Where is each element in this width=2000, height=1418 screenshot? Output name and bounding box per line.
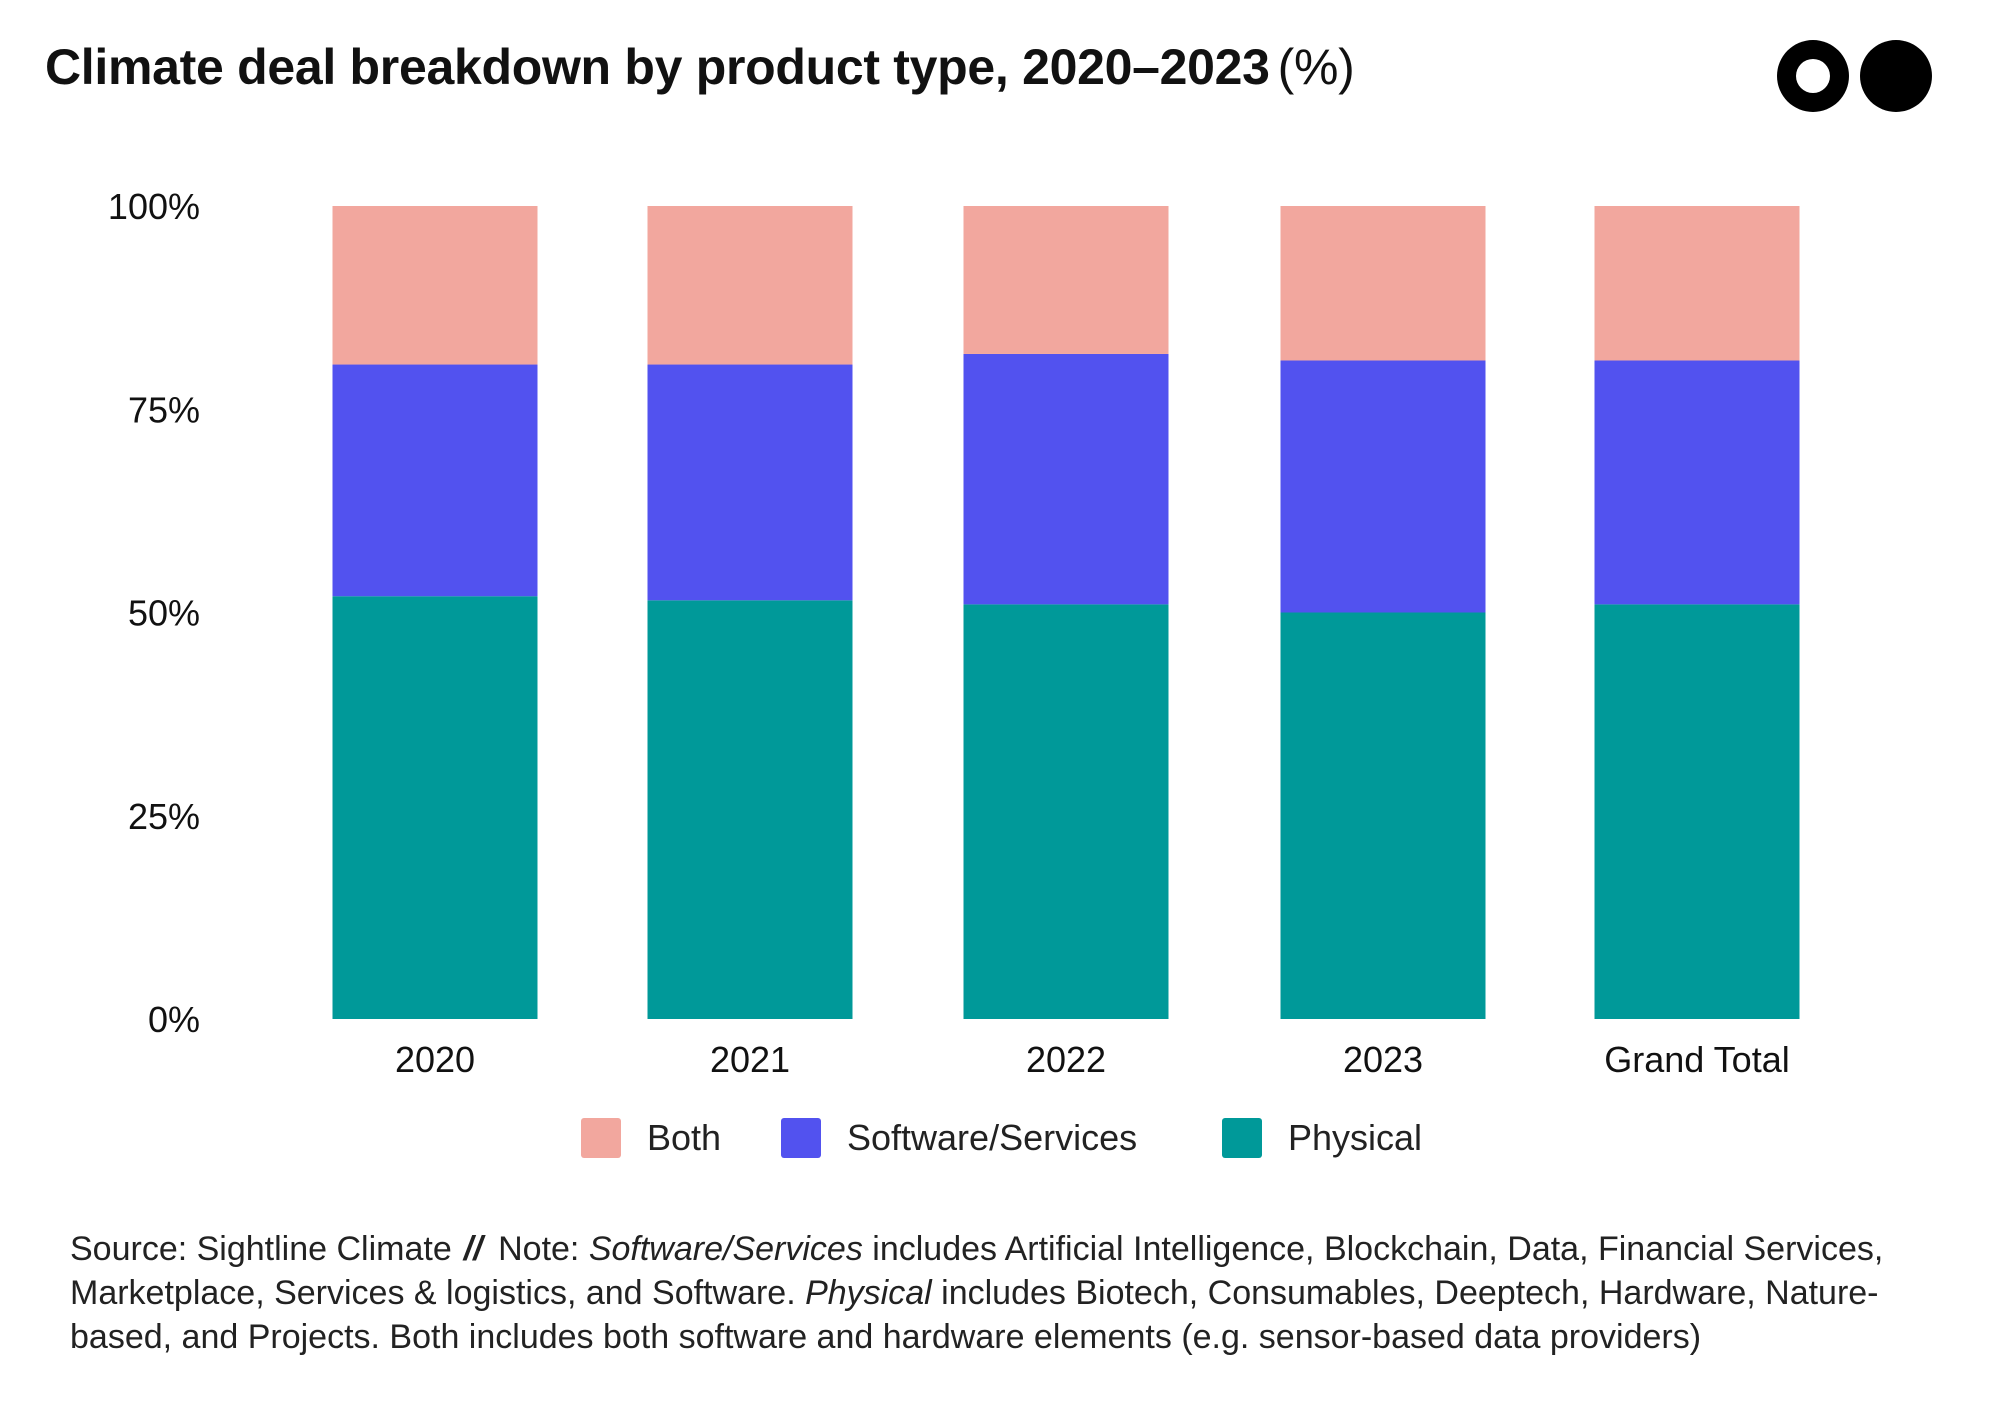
bar-physical-2023	[1280, 612, 1486, 1019]
legend-label-both: Both	[647, 1117, 721, 1158]
legend-swatch-both	[581, 1118, 621, 1158]
bar-stack-2022	[963, 206, 1169, 1019]
bar-both-2021	[647, 206, 853, 365]
legend-swatch-physical	[1222, 1118, 1262, 1158]
x-tick-label-2021: 2021	[710, 1039, 790, 1080]
legend: Both Software/Services Physical	[581, 1117, 1422, 1158]
source-text: Source: Sightline Climate	[70, 1230, 452, 1268]
logo-ring-hole	[1796, 59, 1830, 93]
note-label: Note:	[498, 1230, 580, 1268]
bar-software-services-2021	[647, 364, 853, 601]
bar-stack-grand-total	[1594, 206, 1800, 1019]
stacked-bar-chart: 0% 25% 50% 75% 100% 2020 2021 2022 2023 Grand To…	[108, 186, 1800, 1158]
bar-software-services-2022	[963, 353, 1169, 605]
y-axis: 0% 25% 50% 75% 100%	[108, 186, 200, 1040]
chart-title: Climate deal breakdown by product type, …	[45, 38, 1355, 96]
legend-item-both: Both	[581, 1117, 721, 1158]
bar-physical-2020	[332, 596, 538, 1019]
y-tick-label-100: 100%	[108, 186, 200, 227]
note-text-physical: includes Biotech, Consumables, Deeptech,…	[70, 1274, 1879, 1356]
legend-label-physical: Physical	[1288, 1117, 1422, 1158]
bar-physical-2021	[647, 600, 853, 1019]
logo-dot-icon	[1860, 40, 1932, 112]
bar-physical-grand-total	[1594, 604, 1800, 1019]
x-tick-label-2022: 2022	[1026, 1039, 1106, 1080]
x-tick-label-2023: 2023	[1343, 1039, 1423, 1080]
chart-title-unit: (%)	[1277, 39, 1355, 95]
bar-both-2022	[963, 206, 1169, 354]
x-tick-label-2020: 2020	[395, 1039, 475, 1080]
legend-item-software-services: Software/Services	[781, 1117, 1137, 1158]
bar-software-services-grand-total	[1594, 360, 1800, 605]
bar-stack-2023	[1280, 206, 1486, 1019]
legend-item-physical: Physical	[1222, 1117, 1422, 1158]
note-term-physical: Physical	[805, 1274, 932, 1312]
source-separator: //	[463, 1230, 483, 1268]
bar-software-services-2020	[332, 364, 538, 597]
bar-physical-2022	[963, 604, 1169, 1019]
bar-both-2020	[332, 206, 538, 365]
x-axis: 2020 2021 2022 2023 Grand Total	[395, 1039, 1790, 1080]
y-tick-label-50: 50%	[128, 593, 200, 634]
note-term-software: Software/Services	[588, 1230, 863, 1268]
bar-software-services-2023	[1280, 360, 1486, 613]
source-note: Source: Sightline Climate // Note: Softwa…	[70, 1227, 1960, 1359]
bar-both-2023	[1280, 206, 1486, 361]
y-tick-label-75: 75%	[128, 389, 200, 430]
legend-label-software-services: Software/Services	[847, 1117, 1137, 1158]
chart-title-text: Climate deal breakdown by product type, …	[45, 39, 1270, 95]
bar-stack-2020	[332, 206, 538, 1019]
note-text-software: includes Artificial Intelligence, Blockc…	[70, 1230, 1884, 1312]
y-tick-label-25: 25%	[128, 796, 200, 837]
bar-stack-2021	[647, 206, 853, 1019]
x-tick-label-grand-total: Grand Total	[1604, 1039, 1789, 1080]
bar-both-grand-total	[1594, 206, 1800, 361]
legend-swatch-software-services	[781, 1118, 821, 1158]
bars	[332, 206, 1800, 1019]
brand-logo-icon	[1777, 40, 1932, 112]
y-tick-label-0: 0%	[148, 999, 200, 1040]
